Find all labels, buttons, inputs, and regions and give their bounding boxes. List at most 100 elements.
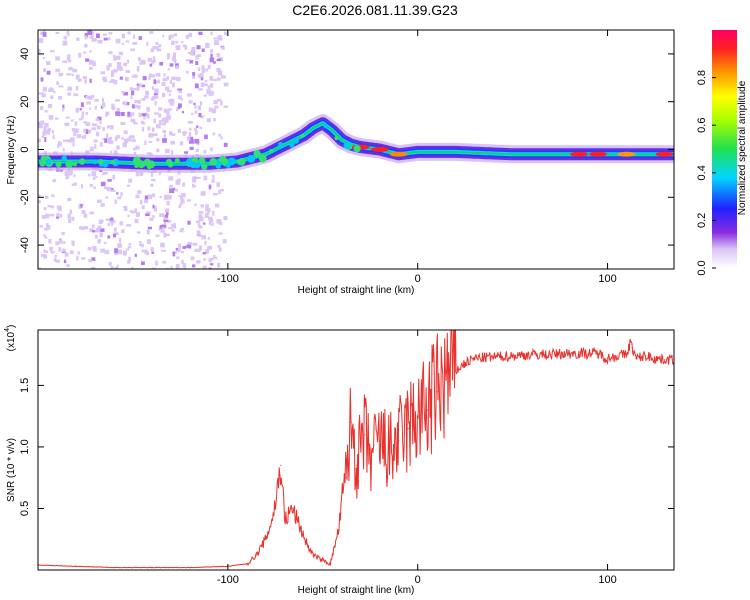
- noise-speck: [38, 194, 41, 197]
- noise-speck: [128, 242, 132, 246]
- noise-speck: [84, 43, 88, 48]
- noise-speck: [198, 112, 202, 118]
- noise-speck: [127, 214, 130, 218]
- colorbar: 0.0 0.2 0.4 0.6 0.8 Normalized spectral ampl…: [696, 30, 748, 276]
- noise-speck: [175, 63, 179, 68]
- snr-data-point: [644, 355, 647, 357]
- noise-speck: [49, 87, 53, 90]
- noise-speck: [206, 89, 211, 95]
- noise-speck: [188, 132, 192, 137]
- noise-speck: [94, 105, 97, 110]
- noise-speck: [169, 102, 174, 106]
- noise-speck: [201, 235, 207, 240]
- noise-speck: [66, 139, 72, 143]
- noise-speck: [87, 247, 92, 251]
- noise-speck: [158, 172, 161, 176]
- noise-speck: [216, 220, 219, 224]
- noise-speck: [209, 219, 214, 223]
- noise-speck: [48, 238, 52, 244]
- noise-speck: [62, 148, 65, 152]
- noise-speck: [71, 127, 75, 132]
- noise-speck: [216, 58, 222, 62]
- spectrogram-y-tick-label: 0: [19, 146, 31, 152]
- noise-speck: [116, 264, 119, 268]
- noise-speck: [150, 97, 155, 101]
- noise-speck: [207, 245, 212, 250]
- noise-speck: [210, 223, 215, 226]
- colorbar-tick-label: 0.6: [696, 118, 708, 133]
- noise-speck: [55, 117, 59, 120]
- noise-speck: [141, 205, 145, 210]
- noise-speck: [197, 54, 201, 57]
- noise-speck: [150, 48, 154, 53]
- svg-text:(x104): (x104): [4, 325, 17, 352]
- noise-speck: [198, 211, 204, 214]
- noise-speck: [152, 204, 155, 209]
- noise-speck: [94, 143, 97, 149]
- noise-speck: [147, 226, 152, 230]
- snr-data-point: [321, 559, 324, 561]
- noise-speck: [105, 186, 111, 191]
- noise-speck: [104, 250, 110, 255]
- noise-speck: [91, 127, 97, 131]
- noise-speck: [89, 78, 92, 83]
- colorbar-tick-label: 0.0: [696, 260, 708, 275]
- noise-speck: [87, 129, 92, 134]
- noise-speck: [132, 41, 138, 45]
- noise-speck: [126, 184, 131, 187]
- noise-speck: [146, 113, 150, 119]
- noise-speck: [125, 40, 130, 43]
- noise-speck: [115, 55, 121, 60]
- noise-speck: [114, 266, 119, 269]
- noise-speck: [179, 229, 184, 233]
- noise-speck: [136, 86, 140, 91]
- noise-speck: [97, 116, 102, 121]
- snr-y-tick-label: 0.5: [19, 501, 31, 516]
- ridge-blob: [215, 162, 222, 169]
- noise-speck: [163, 134, 166, 138]
- noise-speck: [155, 124, 161, 129]
- noise-speck: [128, 135, 132, 139]
- noise-speck: [141, 113, 147, 117]
- noise-speck: [196, 220, 200, 224]
- snr-data-point: [473, 357, 476, 360]
- snr-data-point: [312, 554, 315, 557]
- noise-speck: [172, 52, 177, 57]
- noise-speck: [175, 263, 180, 269]
- noise-speck: [127, 246, 132, 249]
- noise-speck: [142, 76, 147, 81]
- noise-speck: [122, 250, 127, 256]
- noise-speck: [77, 251, 80, 255]
- ridge-hotspot: [589, 151, 608, 157]
- noise-speck: [141, 98, 146, 101]
- noise-speck: [186, 93, 192, 97]
- noise-speck: [209, 83, 214, 88]
- noise-speck: [92, 31, 95, 35]
- noise-speck: [120, 121, 126, 125]
- noise-speck: [169, 63, 174, 67]
- noise-speck: [151, 251, 155, 254]
- noise-speck: [58, 73, 62, 77]
- spectrogram-ridge: [38, 114, 674, 173]
- noise-speck: [214, 40, 219, 45]
- noise-speck: [163, 220, 166, 226]
- noise-speck: [59, 213, 63, 218]
- noise-speck: [128, 256, 132, 262]
- noise-speck: [81, 135, 87, 139]
- noise-speck: [175, 40, 178, 44]
- noise-speck: [109, 150, 113, 154]
- noise-speck: [150, 74, 156, 78]
- noise-speck: [68, 66, 73, 71]
- noise-speck: [217, 70, 223, 76]
- noise-speck: [72, 243, 75, 246]
- noise-speck: [44, 213, 50, 219]
- ridge-blob: [289, 141, 295, 148]
- noise-speck: [123, 91, 129, 96]
- noise-speck: [40, 106, 44, 111]
- noise-speck: [84, 35, 88, 40]
- noise-speck: [177, 88, 182, 91]
- noise-speck: [73, 174, 76, 177]
- noise-speck: [169, 98, 175, 104]
- noise-speck: [89, 59, 94, 65]
- noise-speck: [150, 247, 154, 252]
